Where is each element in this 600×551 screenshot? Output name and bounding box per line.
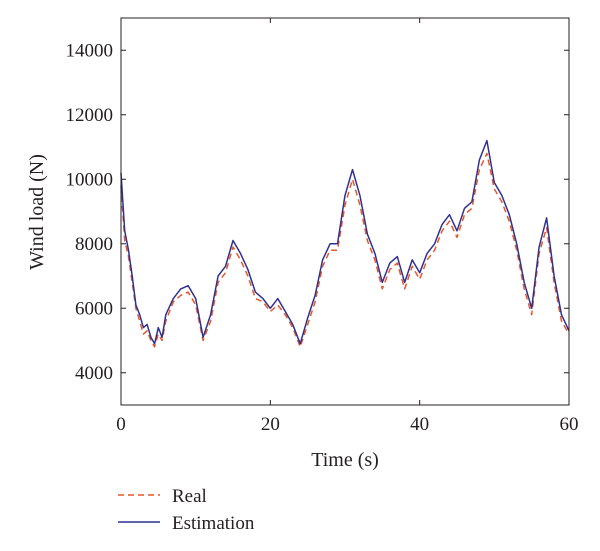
ticks-layer: 0 20 40 60 4000 6000 8000 10000 12000 14000 <box>66 18 579 435</box>
x-tick-label: 0 <box>116 414 126 435</box>
y-tick-label: 10000 <box>66 169 114 190</box>
legend-label-real: Real <box>172 486 207 507</box>
x-tick-label: 60 <box>560 414 579 435</box>
legend-label-estimation: Estimation <box>172 513 255 534</box>
y-tick-label: 14000 <box>66 40 114 61</box>
y-tick-label: 12000 <box>66 105 114 126</box>
x-axis-label: Time (s) <box>311 449 379 471</box>
series-line-real <box>120 152 570 348</box>
series-line-estimation <box>120 139 570 345</box>
plot-frame <box>120 17 570 406</box>
y-tick-label: 8000 <box>75 234 113 255</box>
series-layer <box>120 139 570 348</box>
x-tick-label: 40 <box>410 414 429 435</box>
y-tick-label: 4000 <box>75 363 113 384</box>
x-tick-label: 20 <box>261 414 280 435</box>
legend: Real Estimation <box>118 486 255 534</box>
y-axis-label: Wind load (N) <box>26 154 48 270</box>
y-tick-label: 6000 <box>75 298 113 319</box>
